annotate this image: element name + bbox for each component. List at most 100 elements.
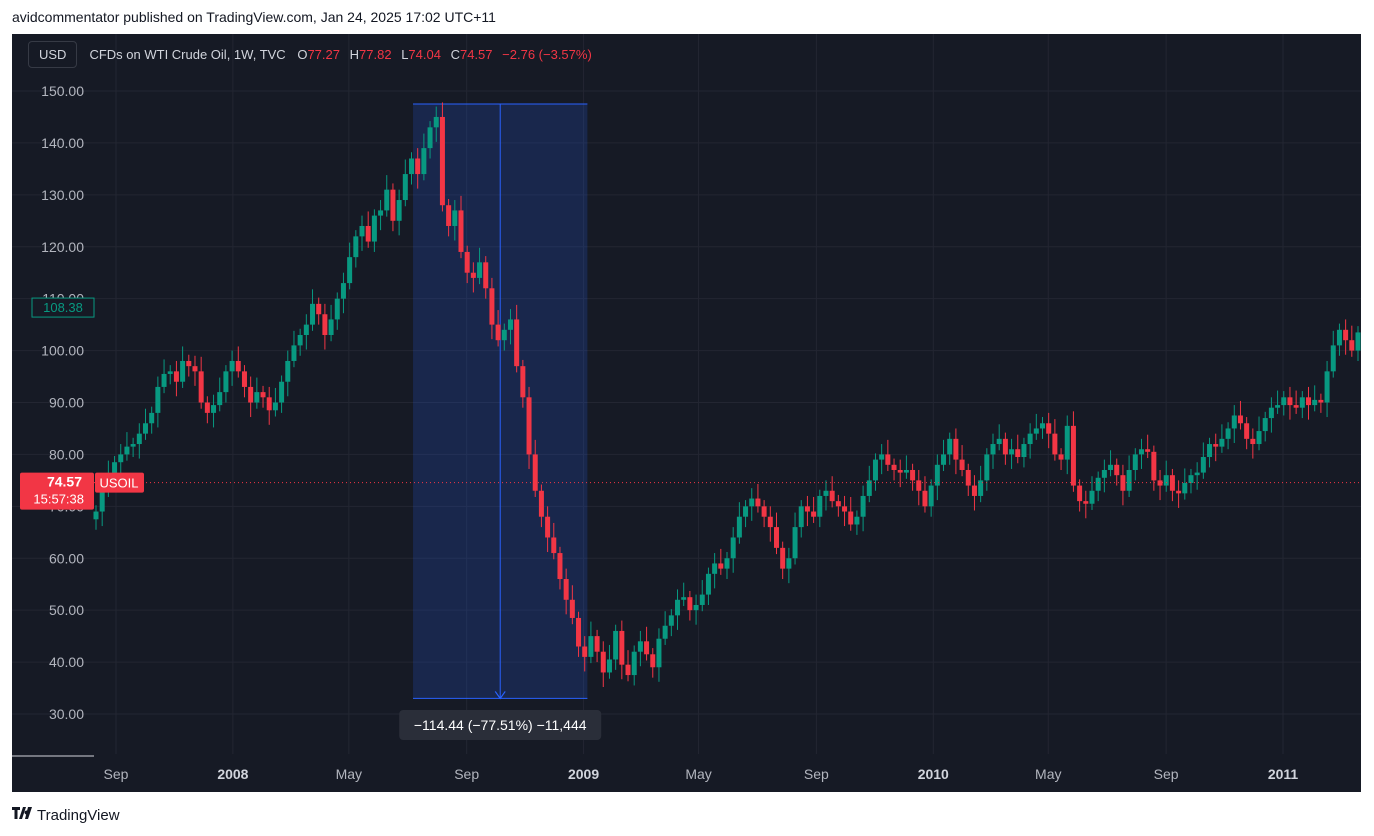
measure-result-box bbox=[399, 710, 602, 740]
candle-body bbox=[378, 210, 384, 216]
candle-body bbox=[93, 511, 99, 520]
candle-body bbox=[644, 641, 650, 655]
candle-body bbox=[879, 454, 885, 460]
candle-body bbox=[792, 527, 798, 559]
candle-body bbox=[402, 174, 408, 201]
candle-body bbox=[1009, 449, 1015, 455]
candle-body bbox=[1108, 464, 1114, 470]
candle-body bbox=[1015, 449, 1021, 458]
candle-body bbox=[551, 537, 557, 554]
footer-brand-text: TradingView bbox=[37, 806, 120, 824]
candle-body bbox=[693, 604, 699, 611]
candle-body bbox=[409, 158, 414, 175]
y-tick-label: 40.00 bbox=[49, 654, 84, 670]
candle-body bbox=[829, 490, 835, 502]
price-chart[interactable]: 150.00140.00130.00120.00110.00100.0090.0… bbox=[12, 34, 1361, 792]
candle-body bbox=[501, 329, 507, 341]
candle-body bbox=[297, 335, 303, 346]
candle-body bbox=[749, 498, 755, 507]
candle-body bbox=[1064, 425, 1070, 460]
open-value: 77.27 bbox=[307, 47, 340, 62]
ohlc-legend: CFDs on WTI Crude Oil, 1W, TVC O77.27 H7… bbox=[89, 47, 591, 62]
candle-body bbox=[1070, 425, 1076, 486]
candle-body bbox=[477, 262, 483, 278]
measure-result-label: −114.44 (−77.51%) −11,444 bbox=[414, 717, 587, 733]
candle-body bbox=[359, 225, 365, 237]
low-label: L bbox=[401, 47, 409, 62]
candle-body bbox=[1027, 433, 1033, 445]
instrument-title: CFDs on WTI Crude Oil, 1W, TVC bbox=[89, 47, 286, 62]
candle-body bbox=[266, 397, 272, 411]
candle-body bbox=[1132, 454, 1138, 470]
candle-body bbox=[1169, 475, 1175, 491]
x-tick-label: Sep bbox=[104, 766, 129, 782]
measure-arrow-head bbox=[494, 691, 506, 700]
candle-body bbox=[947, 438, 953, 455]
y-tick-label: 100.00 bbox=[41, 343, 84, 359]
candle-body bbox=[563, 579, 569, 600]
candle-body bbox=[637, 641, 643, 652]
change-value: −2.76 (−3.57%) bbox=[502, 47, 592, 62]
candle-body bbox=[786, 558, 792, 569]
high-label: H bbox=[349, 47, 360, 62]
candle-body bbox=[631, 651, 637, 676]
x-tick-label: 2008 bbox=[217, 766, 248, 782]
candle-body bbox=[204, 402, 210, 413]
candle-body bbox=[798, 506, 804, 528]
candle-body bbox=[452, 210, 458, 226]
candle-body bbox=[1176, 490, 1182, 494]
x-tick-label: May bbox=[1035, 766, 1061, 782]
candle-body bbox=[470, 272, 476, 278]
candle-body bbox=[1114, 464, 1120, 476]
candle-body bbox=[1318, 399, 1324, 403]
symbol-label: USOIL bbox=[99, 476, 138, 491]
candle-body bbox=[934, 464, 940, 486]
candle-body bbox=[217, 392, 223, 406]
candle-body bbox=[489, 288, 495, 325]
candle-body bbox=[167, 371, 173, 374]
candle-body bbox=[1244, 423, 1250, 439]
countdown-timer: 15:57:38 bbox=[33, 492, 84, 507]
candle-body bbox=[1256, 431, 1262, 445]
symbol-badge bbox=[95, 472, 144, 493]
candle-body bbox=[173, 371, 179, 382]
candle-body bbox=[1312, 399, 1318, 406]
candle-body bbox=[390, 189, 396, 221]
candle-body bbox=[1343, 329, 1349, 341]
candle-body bbox=[965, 469, 971, 486]
candle-body bbox=[384, 189, 390, 211]
candle-body bbox=[310, 303, 316, 325]
marker-price-value: 108.38 bbox=[43, 300, 83, 315]
currency-button[interactable]: USD bbox=[28, 41, 78, 68]
candle-body bbox=[941, 454, 947, 465]
candle-body bbox=[396, 200, 402, 221]
candle-body bbox=[136, 433, 142, 445]
high-value: 77.82 bbox=[359, 47, 392, 62]
candle-body bbox=[1077, 485, 1083, 502]
candle-body bbox=[229, 360, 235, 372]
x-tick-label: 2009 bbox=[568, 766, 599, 782]
candle-body bbox=[1182, 482, 1188, 494]
candle-body bbox=[1237, 415, 1243, 424]
candle-body bbox=[1349, 340, 1355, 351]
candle-body bbox=[439, 116, 445, 206]
candle-body bbox=[328, 319, 334, 336]
candle-body bbox=[316, 303, 322, 315]
candle-body bbox=[1145, 449, 1151, 452]
candle-body bbox=[650, 654, 656, 668]
candle-body bbox=[545, 516, 551, 538]
candle-body bbox=[415, 158, 421, 175]
candle-body bbox=[1330, 345, 1336, 372]
candle-body bbox=[675, 599, 681, 616]
chart-panel[interactable]: 150.00140.00130.00120.00110.00100.0090.0… bbox=[12, 34, 1361, 792]
y-tick-label: 80.00 bbox=[49, 446, 84, 462]
y-tick-label: 60.00 bbox=[49, 550, 84, 566]
candle-body bbox=[984, 454, 990, 481]
candle-body bbox=[1095, 477, 1101, 491]
candle-body bbox=[613, 630, 619, 660]
candle-body bbox=[1306, 397, 1312, 406]
candle-body bbox=[842, 506, 848, 512]
candle-body bbox=[724, 558, 730, 569]
candle-body bbox=[576, 617, 582, 647]
candle-body bbox=[464, 251, 470, 273]
